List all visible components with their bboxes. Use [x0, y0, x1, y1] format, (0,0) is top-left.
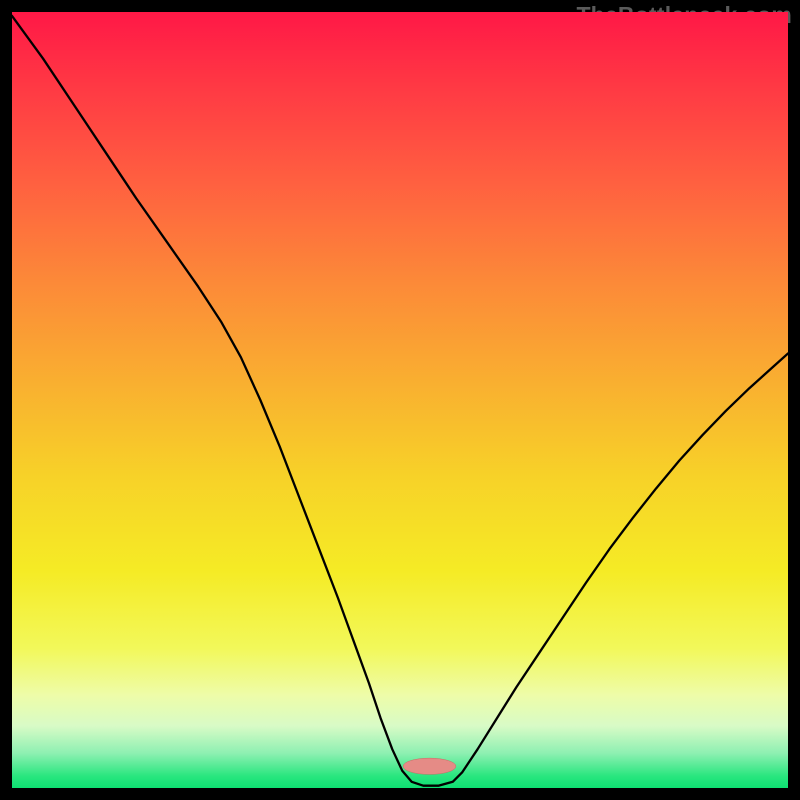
- plot-svg: [12, 12, 788, 788]
- gradient-background: [12, 12, 788, 788]
- optimal-marker: [403, 758, 456, 774]
- bottleneck-chart: TheBottleneck.com: [0, 0, 800, 800]
